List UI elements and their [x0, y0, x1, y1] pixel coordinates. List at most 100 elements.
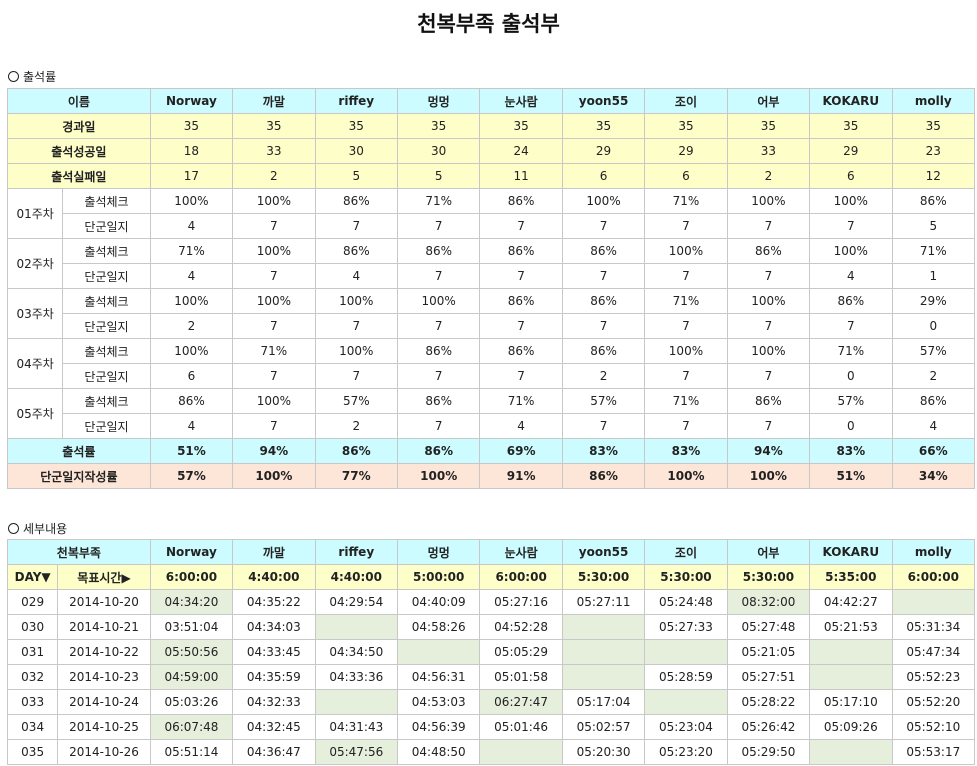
wake-time-cell: 04:58:26: [396, 614, 481, 640]
wake-time-cell: [809, 664, 893, 690]
check-value-cell: 71%: [644, 288, 728, 314]
wake-time-cell: 05:27:11: [561, 589, 646, 615]
attendance-summary-table: 이름 Norway 까말 riffey 멍멍 눈사람 yoon55 조이 어부 KOKARU mol…: [6, 88, 976, 489]
section-label-text: 세부내용: [23, 522, 68, 536]
check-value-cell: 86%: [726, 388, 811, 414]
check-value-cell: 100%: [396, 288, 481, 314]
diary-value-cell: 2: [149, 313, 234, 339]
week-check-row: 02주차 출석체크 71% 100% 86% 86% 86% 86% 100% 86% 100% 71…: [6, 238, 976, 289]
rate-value-cell: 94%: [726, 438, 811, 464]
check-value-cell: 100%: [232, 288, 316, 314]
value-cell: 5: [396, 163, 481, 189]
check-value-cell: 57%: [314, 388, 398, 414]
fail-days-row: 출석실패일 17 2 5 5 11 6 6 2 6 12: [7, 163, 976, 189]
diary-rate-value-cell: 91%: [479, 463, 563, 489]
wake-time-cell: 05:52:10: [891, 714, 976, 740]
row-label-cell: 출석성공일: [7, 138, 151, 164]
page-title: 천복부족 출석부: [417, 12, 560, 36]
rate-value-cell: 83%: [644, 438, 728, 464]
diary-value-cell: 5: [891, 213, 976, 239]
wake-time-cell: [561, 639, 646, 665]
value-cell: 6: [561, 163, 646, 189]
wake-time-cell: 04:29:54: [314, 589, 399, 615]
diary-value-cell: 7: [314, 213, 398, 239]
wake-time-cell: 05:23:20: [644, 739, 728, 765]
check-value-cell: 100%: [644, 238, 728, 264]
diary-value-cell: 0: [809, 363, 893, 389]
member-name-cell: molly: [891, 539, 976, 565]
diary-value-cell: 7: [809, 313, 893, 339]
value-cell: 30: [396, 138, 481, 164]
detail-header-row: 천복부족 Norway 까말 riffey 멍멍 눈사람 yoon55 조이 어부 KOKARU m…: [7, 539, 976, 565]
week-check-row: 04주차 출석체크 100% 71% 100% 86% 86% 86% 100% 100% 71% 5…: [6, 338, 976, 389]
date-cell: 2014-10-22: [57, 639, 151, 665]
member-name-cell: molly: [891, 88, 976, 114]
wake-time-cell: 05:31:34: [891, 614, 976, 640]
row-label-cell: 출석실패일: [7, 163, 151, 189]
value-cell: 35: [479, 113, 563, 139]
diary-value-cell: 7: [314, 363, 398, 389]
value-cell: 12: [891, 163, 976, 189]
section-label-text: 출석률: [23, 70, 57, 84]
check-value-cell: 86%: [396, 388, 481, 414]
wake-time-cell: 03:51:04: [149, 614, 234, 640]
rate-value-cell: 86%: [314, 438, 398, 464]
wake-time-cell: 05:17:04: [561, 689, 646, 715]
member-name-cell: 조이: [644, 88, 728, 114]
detail-day-row: 032 2014-10-23 04:59:00 04:35:59 04:33:36 04:…: [6, 664, 976, 690]
check-value-cell: 86%: [809, 288, 893, 314]
check-value-cell: 86%: [314, 188, 398, 214]
check-value-cell: 71%: [644, 188, 728, 214]
wake-time-cell: 04:56:31: [396, 664, 481, 690]
date-cell: 2014-10-25: [57, 714, 151, 740]
wake-time-cell: 04:40:09: [396, 589, 481, 615]
circle-bullet-icon: [8, 523, 19, 534]
diary-label-cell: 단군일지: [62, 213, 151, 239]
diary-value-cell: 7: [561, 413, 646, 439]
diary-rate-value-cell: 34%: [891, 463, 976, 489]
member-name-cell: riffey: [314, 539, 399, 565]
week-diary-row: 단군일지 6 7 7 7 7 2 7 7 0 2: [8, 363, 976, 389]
check-value-cell: 100%: [232, 238, 316, 264]
wake-time-cell: [891, 589, 976, 615]
date-cell: 2014-10-24: [57, 689, 151, 715]
check-value-cell: 86%: [561, 238, 646, 264]
member-name-cell: 까말: [232, 539, 316, 565]
wake-time-cell: 04:33:36: [314, 664, 399, 690]
wake-time-cell: 05:26:42: [726, 714, 811, 740]
target-time-row: DAY▼ 목표시간▶ 6:00:00 4:40:00 4:40:00 5:00:00 6:0…: [6, 564, 976, 590]
row-label-cell: 경과일: [7, 113, 151, 139]
elapsed-days-row: 경과일 35 35 35 35 35 35 35 35 35 35: [7, 113, 976, 139]
check-label-cell: 출석체크: [62, 388, 151, 414]
check-label-cell: 출석체크: [62, 288, 151, 314]
date-cell: 2014-10-26: [57, 739, 151, 765]
day-header-cell: DAY▼: [6, 564, 59, 590]
wake-time-cell: 08:32:00: [726, 589, 811, 615]
wake-time-cell: [644, 689, 728, 715]
check-value-cell: 86%: [396, 238, 481, 264]
wake-time-cell: 05:51:14: [149, 739, 234, 765]
diary-value-cell: 7: [396, 263, 481, 289]
wake-time-cell: [561, 664, 646, 690]
diary-value-cell: 4: [149, 213, 234, 239]
wake-time-cell: [314, 614, 399, 640]
check-value-cell: 86%: [479, 238, 563, 264]
week-diary-row: 단군일지 4 7 4 7 7 7 7 7 4 1: [8, 263, 976, 289]
wake-time-cell: 04:32:33: [232, 689, 316, 715]
detail-day-row: 030 2014-10-21 03:51:04 04:34:03 04:58:26 04:…: [6, 614, 976, 640]
target-time-cell: 5:30:00: [644, 564, 728, 590]
diary-rate-value-cell: 51%: [809, 463, 893, 489]
diary-value-cell: 7: [644, 263, 728, 289]
member-name-cell: Norway: [149, 539, 234, 565]
check-value-cell: 86%: [314, 238, 398, 264]
wake-time-cell: 05:24:48: [644, 589, 728, 615]
value-cell: 29: [809, 138, 893, 164]
check-value-cell: 86%: [396, 338, 481, 364]
wake-time-cell: 05:05:29: [479, 639, 563, 665]
diary-value-cell: 4: [314, 263, 398, 289]
day-number-cell: 033: [6, 689, 59, 715]
rate-value-cell: 83%: [809, 438, 893, 464]
diary-value-cell: 7: [479, 313, 563, 339]
wake-time-cell: 04:31:43: [314, 714, 399, 740]
check-value-cell: 100%: [314, 288, 398, 314]
